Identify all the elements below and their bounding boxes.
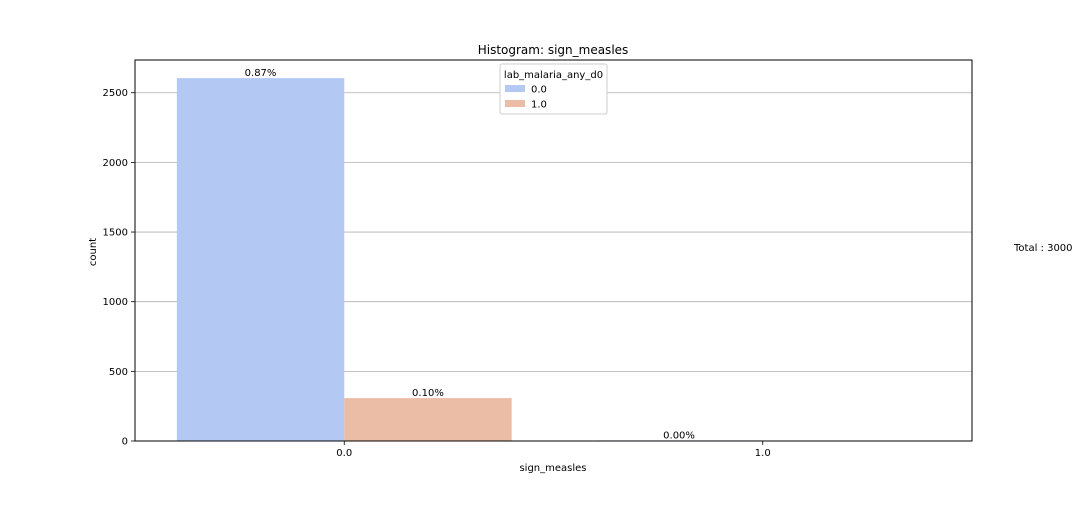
- legend: lab_malaria_any_d0 0.0 1.0: [499, 63, 608, 115]
- data-label-0-1: 0.10%: [412, 388, 444, 399]
- bars: [176, 78, 763, 442]
- x-axis-label: sign_measles: [519, 463, 586, 474]
- plot-frame: [134, 59, 973, 442]
- y-axis-label: count: [88, 238, 99, 266]
- legend-title: lab_malaria_any_d0: [504, 70, 603, 81]
- bar-0-1: [344, 398, 512, 441]
- axes: [134, 59, 973, 442]
- legend-label-0: 0.0: [531, 85, 547, 96]
- legend-label-1: 1.0: [531, 100, 547, 111]
- total-annotation: Total : 3000: [1013, 243, 1073, 254]
- x-tick-label-1: 1.0: [755, 448, 771, 459]
- chart-title: Histogram: sign_measles: [478, 43, 629, 57]
- y-tick-label-0: 0: [122, 437, 128, 448]
- data-labels: 0.87% 0.10% 0.00%: [245, 68, 695, 441]
- y-tick-label-2: 1000: [103, 297, 128, 308]
- y-tick-label-5: 2500: [103, 88, 128, 99]
- y-axis-ticks: 0 500 1000 1500 2000 2500: [103, 88, 135, 448]
- legend-box: [499, 63, 608, 115]
- data-label-1-0: 0.00%: [663, 430, 695, 441]
- y-tick-label-4: 2000: [103, 158, 128, 169]
- data-label-0-0: 0.87%: [245, 68, 277, 79]
- legend-swatch-1: [505, 100, 525, 107]
- legend-swatch-0: [505, 85, 525, 92]
- x-tick-label-0: 0.0: [336, 448, 352, 459]
- y-tick-label-1: 500: [109, 367, 128, 378]
- bar-0-0: [176, 78, 345, 442]
- y-tick-label-3: 1500: [103, 228, 128, 239]
- x-axis-ticks: 0.0 1.0: [336, 441, 771, 459]
